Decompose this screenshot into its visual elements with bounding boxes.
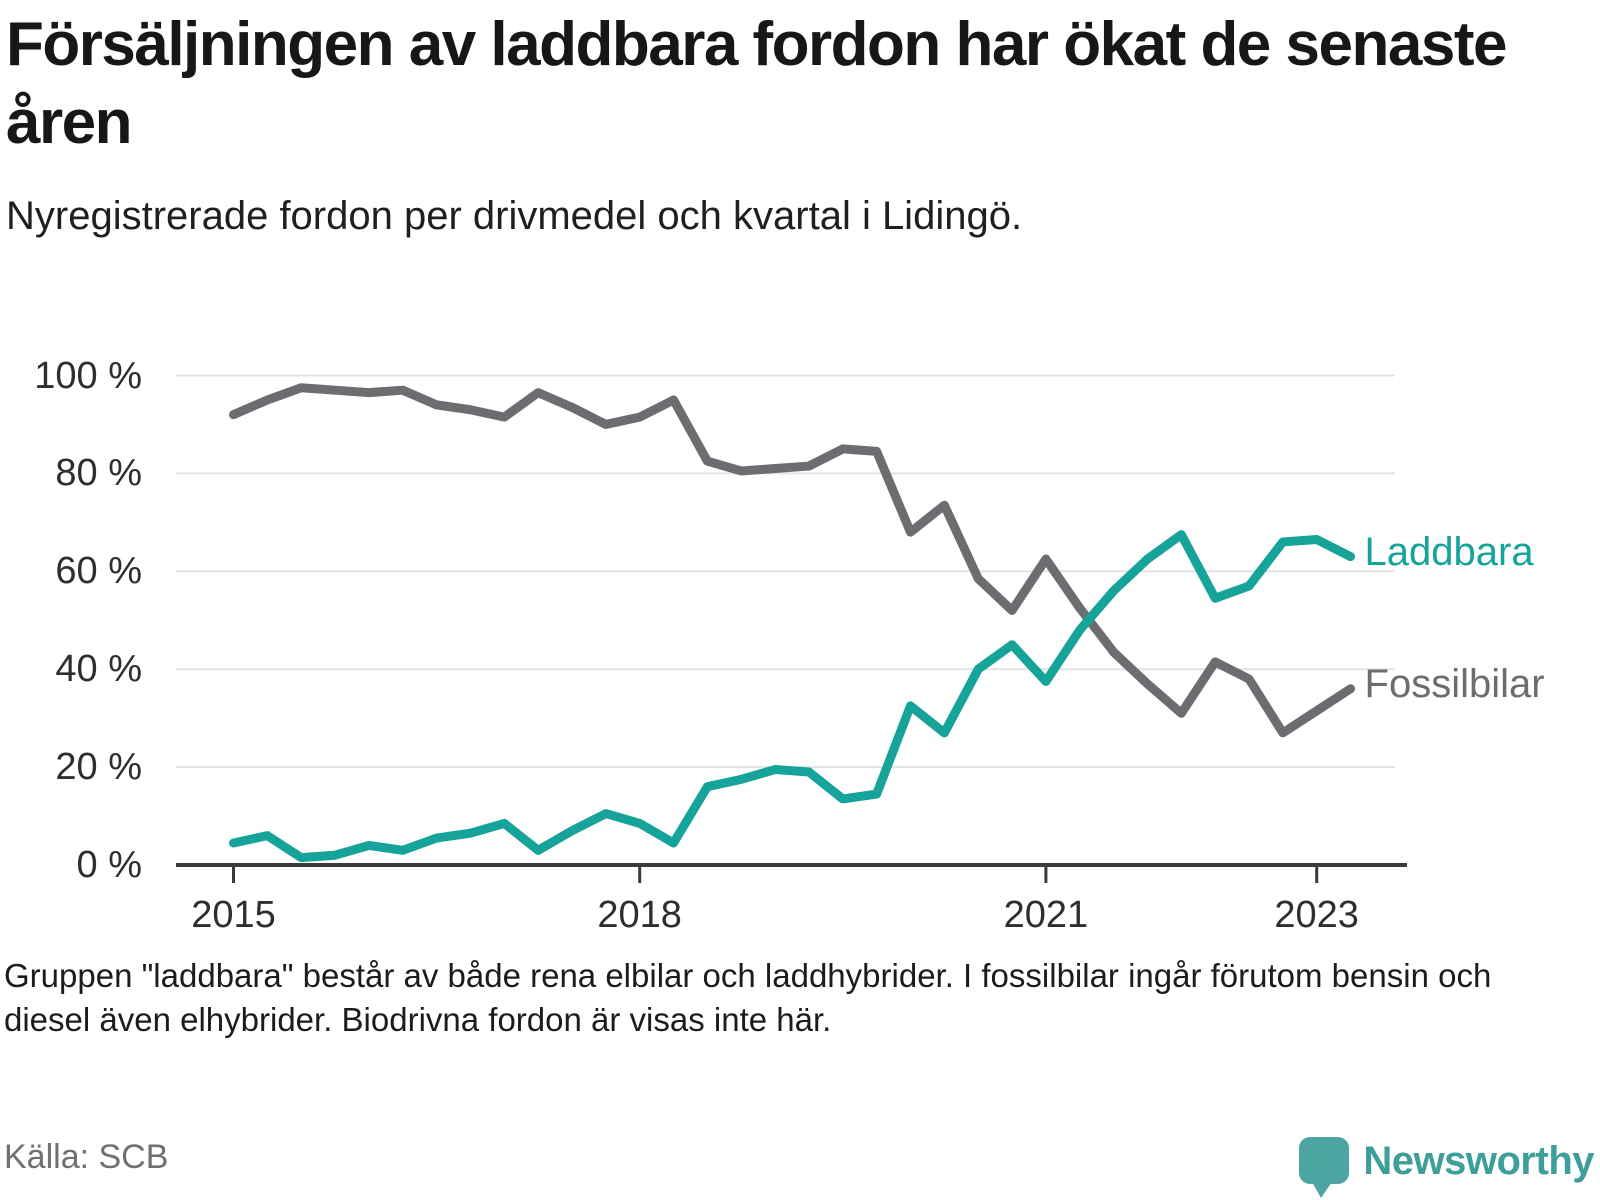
y-tick-label: 20 %	[55, 746, 142, 789]
y-tick-label: 40 %	[55, 648, 142, 691]
series-label-laddbara: Laddbara	[1364, 529, 1534, 574]
newsworthy-logo: Newsworthy	[1298, 1136, 1594, 1199]
y-tick-label: 100 %	[34, 354, 142, 397]
chart-footnote: Gruppen "laddbara" består av både rena e…	[4, 957, 1492, 1038]
page-subtitle: Nyregistrerade fordon per drivmedel och …	[6, 194, 1023, 238]
x-tick-label: 2018	[597, 894, 682, 936]
x-tick-label: 2015	[191, 894, 276, 936]
x-tick-label: 2021	[1003, 894, 1089, 936]
line-fossilbilar	[229, 383, 1356, 738]
source-note: Källa: SCB	[4, 1138, 169, 1176]
x-tick-label: 2023	[1274, 894, 1359, 936]
newsworthy-speech-bubble-chart-icon	[1299, 1137, 1350, 1198]
line-laddbara	[229, 530, 1356, 863]
y-tick-label: 0 %	[76, 844, 142, 886]
series-label-fossilbilar: Fossilbilar	[1364, 661, 1545, 706]
y-tick-label: 60 %	[55, 550, 142, 593]
newsworthy-logo-text: Newsworthy	[1363, 1139, 1594, 1183]
page-title: Försäljningen av laddbara fordon har öka…	[6, 10, 1507, 158]
y-tick-label: 80 %	[55, 452, 142, 495]
